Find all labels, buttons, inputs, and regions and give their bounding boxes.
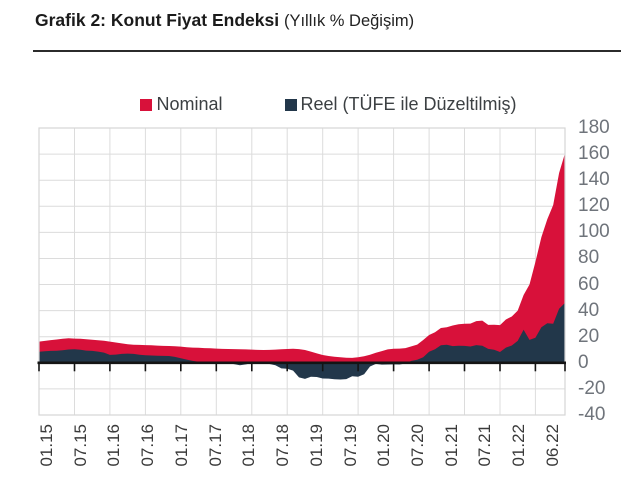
y-axis-label: 140 [578, 169, 610, 190]
x-axis-label: 07.17 [206, 424, 225, 467]
x-axis-label: 01.16 [104, 424, 123, 467]
y-axis-label: 160 [578, 143, 610, 164]
chart-title-note: (Yıllık % Değişim) [283, 12, 415, 30]
y-axis-label: 40 [578, 300, 600, 321]
x-axis-label: 07.21 [475, 424, 494, 467]
x-axis-label: 01.18 [239, 424, 258, 467]
legend-item-real: Reel (TÜFE ile Düzeltilmiş) [284, 94, 517, 115]
x-axis-label: 01.15 [37, 424, 56, 467]
x-axis-label: 07.19 [341, 424, 360, 467]
x-axis-label: 01.22 [509, 424, 528, 467]
x-axis-label: 07.15 [71, 424, 90, 467]
y-axis-label: -40 [578, 404, 606, 425]
legend-item-nominal: Nominal [140, 94, 223, 115]
x-axis-label: 06.22 [543, 424, 562, 467]
title-divider [33, 50, 621, 52]
y-axis-label: 100 [578, 221, 610, 242]
plot-border [38, 127, 566, 416]
x-axis-label: 01.21 [442, 424, 461, 467]
legend-label-nominal: Nominal [156, 94, 223, 114]
x-axis-label: 07.16 [138, 424, 157, 467]
x-axis-label: 01.17 [172, 424, 191, 467]
chart-legend: Nominal Reel (TÜFE ile Düzeltilmiş) [0, 94, 635, 115]
legend-label-real: Reel (TÜFE ile Düzeltilmiş) [300, 94, 517, 114]
x-axis-label: 01.19 [307, 424, 326, 467]
real-area-series [39, 302, 565, 380]
real-swatch-icon [284, 98, 297, 111]
y-axis-label: 20 [578, 326, 600, 347]
x-axis-label: 01.20 [374, 424, 393, 467]
chart-title: Grafik 2: Konut Fiyat Endeksi (Yıllık % … [35, 10, 414, 31]
nominal-area-series [39, 153, 565, 363]
y-axis-label: -20 [578, 378, 606, 399]
y-axis-label: 180 [578, 117, 610, 138]
y-axis-label: 80 [578, 247, 600, 268]
nominal-swatch-icon [140, 98, 153, 111]
y-axis-label: 0 [578, 352, 589, 373]
y-axis-label: 60 [578, 274, 600, 295]
x-axis-label: 07.20 [408, 424, 427, 467]
chart-title-main: Grafik 2: Konut Fiyat Endeksi [35, 10, 280, 30]
y-axis-label: 120 [578, 195, 610, 216]
x-axis-label: 07.18 [273, 424, 292, 467]
